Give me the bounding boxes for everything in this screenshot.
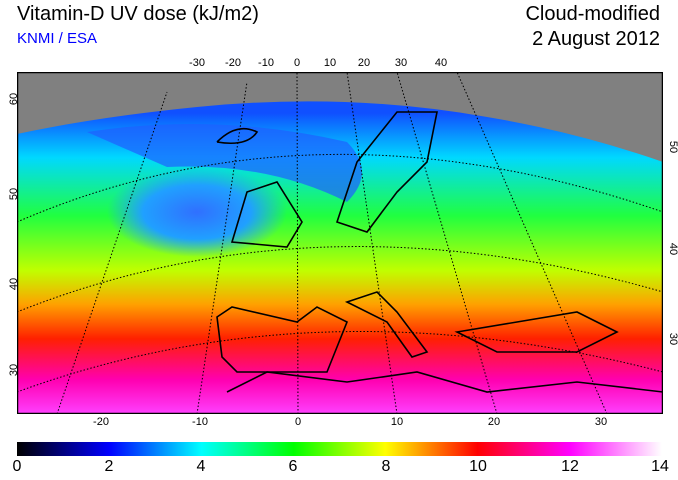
colorbar-label: 2	[104, 458, 114, 475]
map-title: Vitamin-D UV dose (kJ/m2)	[17, 3, 259, 25]
colorbar-label: 10	[469, 458, 487, 475]
bottom-lon-label: -10	[192, 416, 208, 428]
top-lon-label: 40	[434, 57, 448, 69]
right-lat-label: 30	[667, 332, 678, 346]
date-label: 2 August 2012	[532, 28, 660, 50]
graticule	[17, 72, 663, 414]
top-lon-label: 30	[394, 57, 408, 69]
coastlines	[216, 111, 663, 393]
colorbar	[17, 442, 662, 456]
colorbar-label: 6	[288, 458, 298, 475]
credit-label: KNMI / ESA	[17, 30, 98, 47]
bottom-lon-label: 0	[294, 416, 302, 428]
colorbar-label: 14	[651, 458, 669, 475]
colorbar-label: 12	[561, 458, 579, 475]
no-data-region	[17, 72, 663, 162]
colorbar-label: 4	[196, 458, 206, 475]
bottom-lon-label: 30	[594, 416, 608, 428]
top-lon-label: 10	[323, 57, 337, 69]
right-lat-label: 40	[667, 242, 678, 256]
mode-label: Cloud-modified	[525, 3, 660, 25]
uv-dose-map	[17, 72, 663, 414]
top-lon-label: -10	[258, 57, 274, 69]
cloud-band	[87, 124, 362, 202]
map-frame	[17, 72, 663, 414]
colorbar-label: 0	[12, 458, 22, 475]
top-lon-label: -20	[225, 57, 241, 69]
top-lon-label: 0	[293, 57, 301, 69]
bottom-lon-label: -20	[93, 416, 109, 428]
right-lat-label: 50	[667, 140, 678, 154]
top-lon-label: -30	[189, 57, 205, 69]
top-lon-label: 20	[357, 57, 371, 69]
bottom-lon-label: 20	[487, 416, 501, 428]
colorbar-label: 8	[381, 458, 391, 475]
bottom-lon-label: 10	[390, 416, 404, 428]
cloud-swirl	[107, 167, 287, 257]
